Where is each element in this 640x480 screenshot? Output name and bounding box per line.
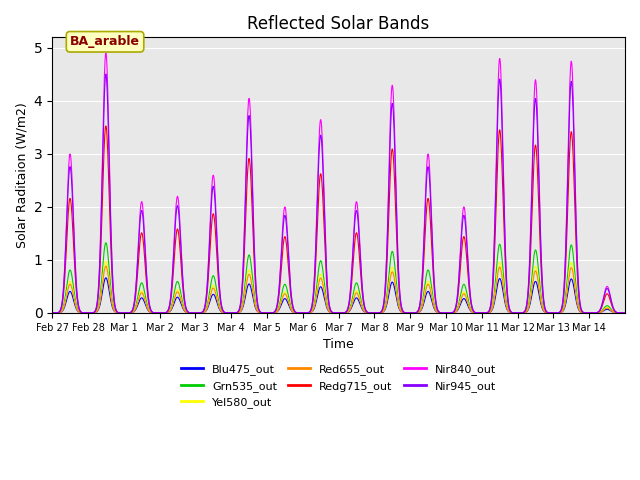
Nir945_out xyxy=(614,310,621,315)
Yel580_out xyxy=(558,309,566,314)
Nir945_out xyxy=(48,310,56,316)
Blu475_out xyxy=(621,310,629,316)
Nir840_out xyxy=(614,310,621,315)
Red655_out xyxy=(474,310,482,316)
Grn535_out xyxy=(324,304,332,310)
X-axis label: Time: Time xyxy=(323,338,354,351)
Redg715_out xyxy=(621,310,629,316)
Grn535_out xyxy=(313,279,321,285)
Nir945_out xyxy=(474,310,482,316)
Line: Grn535_out: Grn535_out xyxy=(52,243,625,313)
Grn535_out xyxy=(621,310,629,316)
Red655_out xyxy=(621,310,629,316)
Yel580_out xyxy=(621,310,629,316)
Redg715_out xyxy=(614,310,621,316)
Red655_out xyxy=(558,309,566,315)
Red655_out xyxy=(138,290,146,296)
Blu475_out xyxy=(474,310,482,316)
Yel580_out xyxy=(102,258,109,264)
Nir945_out xyxy=(324,291,332,297)
Yel580_out xyxy=(474,310,482,316)
Y-axis label: Solar Raditaion (W/m2): Solar Raditaion (W/m2) xyxy=(15,102,28,248)
Redg715_out xyxy=(48,310,56,316)
Nir945_out xyxy=(558,304,566,310)
Redg715_out xyxy=(324,295,332,301)
Redg715_out xyxy=(474,310,482,316)
Line: Nir840_out: Nir840_out xyxy=(52,53,625,313)
Nir840_out xyxy=(48,310,56,316)
Redg715_out xyxy=(558,306,566,312)
Blu475_out xyxy=(48,310,56,316)
Nir840_out xyxy=(558,304,566,310)
Line: Redg715_out: Redg715_out xyxy=(52,126,625,313)
Redg715_out xyxy=(138,230,146,236)
Grn535_out xyxy=(558,308,566,314)
Red655_out xyxy=(102,263,109,269)
Line: Red655_out: Red655_out xyxy=(52,266,625,313)
Redg715_out xyxy=(102,123,109,129)
Text: BA_arable: BA_arable xyxy=(70,36,140,48)
Redg715_out xyxy=(313,228,321,234)
Grn535_out xyxy=(138,280,146,286)
Nir840_out xyxy=(474,310,482,316)
Nir840_out xyxy=(621,310,629,316)
Red655_out xyxy=(614,310,621,316)
Line: Yel580_out: Yel580_out xyxy=(52,261,625,313)
Yel580_out xyxy=(48,310,56,316)
Line: Nir945_out: Nir945_out xyxy=(52,74,625,313)
Title: Reflected Solar Bands: Reflected Solar Bands xyxy=(248,15,429,33)
Nir945_out xyxy=(138,208,146,214)
Grn535_out xyxy=(102,240,109,246)
Blu475_out xyxy=(324,307,332,313)
Blu475_out xyxy=(558,309,566,315)
Red655_out xyxy=(313,289,321,295)
Nir945_out xyxy=(102,71,109,77)
Blu475_out xyxy=(313,295,321,300)
Nir840_out xyxy=(324,289,332,295)
Grn535_out xyxy=(614,310,621,316)
Nir945_out xyxy=(313,206,321,212)
Yel580_out xyxy=(138,288,146,294)
Red655_out xyxy=(48,310,56,316)
Grn535_out xyxy=(48,310,56,316)
Red655_out xyxy=(324,306,332,312)
Yel580_out xyxy=(324,306,332,312)
Blu475_out xyxy=(614,310,621,316)
Line: Blu475_out: Blu475_out xyxy=(52,278,625,313)
Yel580_out xyxy=(313,288,321,293)
Yel580_out xyxy=(614,310,621,316)
Nir840_out xyxy=(102,50,109,56)
Blu475_out xyxy=(102,275,109,281)
Nir840_out xyxy=(313,197,321,203)
Nir945_out xyxy=(621,310,629,316)
Nir840_out xyxy=(138,200,146,205)
Legend: Blu475_out, Grn535_out, Yel580_out, Red655_out, Redg715_out, Nir840_out, Nir945_: Blu475_out, Grn535_out, Yel580_out, Red6… xyxy=(177,360,500,412)
Grn535_out xyxy=(474,310,482,316)
Blu475_out xyxy=(138,295,146,301)
